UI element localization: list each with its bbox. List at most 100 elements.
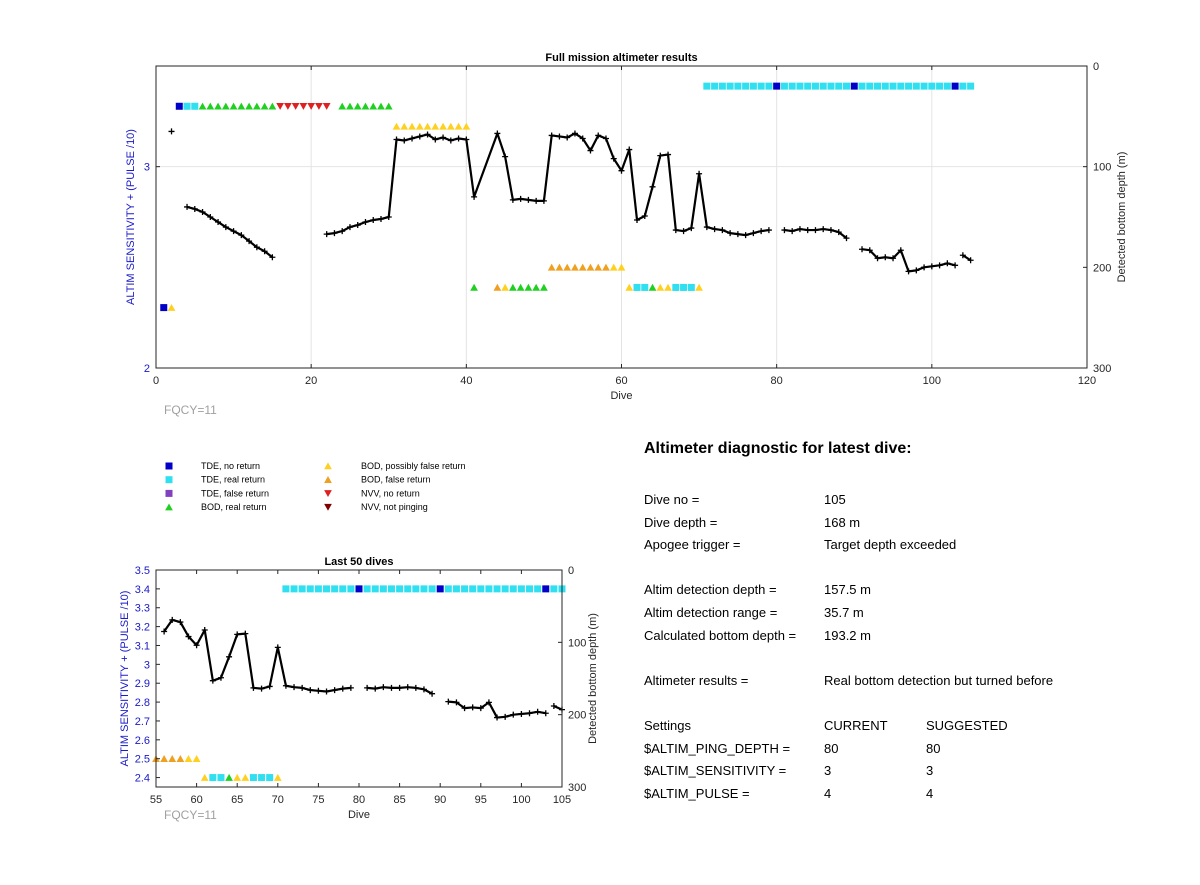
results-row: Altimeter results = Real bottom detectio… (644, 670, 1164, 693)
setting-row-ping-depth: $ALTIM_PING_DEPTH = 80 80 (644, 738, 1164, 761)
data-point-marker (734, 82, 742, 90)
depth-point (215, 219, 222, 226)
y2-tick-label: 200 (568, 710, 586, 722)
data-point-marker (641, 283, 649, 291)
x-tick-label: 100 (923, 375, 941, 387)
data-point-marker (225, 773, 233, 781)
data-point-marker (943, 82, 951, 90)
depth-point (412, 684, 419, 691)
data-point-marker (404, 585, 412, 593)
data-point-marker (323, 585, 331, 593)
depth-point (364, 684, 371, 691)
depth-point (610, 155, 617, 162)
data-point-marker (347, 585, 355, 593)
data-point-marker (408, 122, 416, 130)
data-point-marker (594, 263, 603, 271)
data-point-marker (241, 773, 250, 781)
y2-tick-label: 0 (1093, 61, 1099, 73)
depth-point (711, 226, 718, 233)
data-point-marker (534, 585, 542, 593)
depth-point (843, 235, 850, 242)
data-point-marker (400, 122, 409, 130)
depth-point (269, 254, 276, 261)
data-point-marker (392, 122, 401, 130)
depth-point (274, 644, 281, 651)
legend-marker (324, 503, 332, 511)
data-point-marker (524, 283, 533, 291)
depth-point (388, 684, 395, 691)
data-point-marker (167, 303, 176, 311)
data-point-marker (339, 585, 347, 593)
depth-point (207, 214, 214, 220)
depth-point (477, 705, 484, 712)
data-point-marker (369, 102, 378, 110)
data-point-marker (396, 585, 404, 593)
x-tick-label: 90 (434, 794, 446, 806)
data-point-marker (542, 585, 550, 593)
x-tick-label: 55 (150, 794, 162, 806)
data-point-marker (773, 82, 781, 90)
data-point-marker (742, 82, 750, 90)
current-header: CURRENT (824, 717, 888, 733)
depth-point (820, 226, 827, 233)
data-point-marker (260, 102, 269, 110)
depth-point (463, 136, 470, 143)
depth-point (618, 167, 625, 174)
depth-point (447, 137, 454, 144)
depth-point (734, 231, 741, 238)
data-point-marker (209, 774, 217, 782)
data-point-marker (664, 283, 672, 291)
depth-point (882, 254, 889, 261)
x-tick-label: 80 (771, 375, 783, 387)
data-point-marker (461, 585, 469, 593)
data-point-marker (415, 122, 424, 130)
depth-point (680, 228, 687, 235)
legend-marker (165, 503, 173, 511)
depth-series-line (962, 254, 972, 262)
data-point-marker (439, 122, 447, 130)
depth-point (485, 699, 492, 706)
legend-marker (324, 490, 332, 498)
data-point-marker (233, 773, 242, 781)
data-point-marker (517, 585, 525, 593)
data-point-marker (200, 773, 209, 781)
data-point-marker (485, 585, 493, 593)
settings-header-row: Settings CURRENT SUGGESTED (644, 715, 1164, 738)
depth-point (429, 690, 436, 697)
depth-point (959, 252, 966, 259)
depth-point (866, 247, 873, 254)
depth-point (827, 227, 834, 234)
setting-suggested: 3 (926, 763, 934, 779)
results-label: Altimeter results = (644, 672, 749, 688)
x-tick-label: 95 (475, 794, 487, 806)
depth-point (517, 195, 524, 202)
setting-name: $ALTIM_SENSITIVITY = (644, 763, 787, 779)
data-point-marker (384, 102, 393, 110)
data-point-marker (371, 585, 379, 593)
depth-point (331, 230, 338, 237)
data-point-marker (446, 122, 455, 130)
data-point-marker (959, 82, 967, 90)
depth-point (696, 170, 703, 177)
data-point-marker (229, 102, 238, 110)
data-point-marker (625, 283, 634, 291)
depth-point (835, 229, 842, 236)
y-tick-label: 3 (144, 162, 150, 174)
data-point-marker (377, 102, 385, 110)
data-point-marker (322, 102, 331, 110)
depth-point (641, 212, 648, 219)
y-tick-label: 2 (144, 363, 150, 375)
dive-no-value: 105 (824, 492, 846, 507)
data-point-marker (796, 82, 804, 90)
depth-point (634, 217, 641, 224)
data-point-marker (314, 585, 322, 593)
data-point-marker (703, 82, 711, 90)
legend-marker (324, 476, 332, 483)
depth-point (420, 686, 427, 693)
depth-point (362, 219, 369, 226)
data-point-marker (501, 283, 509, 291)
x-tick-label: 100 (512, 794, 530, 806)
y-tick-label: 2.4 (135, 773, 150, 785)
depth-point (238, 232, 245, 239)
